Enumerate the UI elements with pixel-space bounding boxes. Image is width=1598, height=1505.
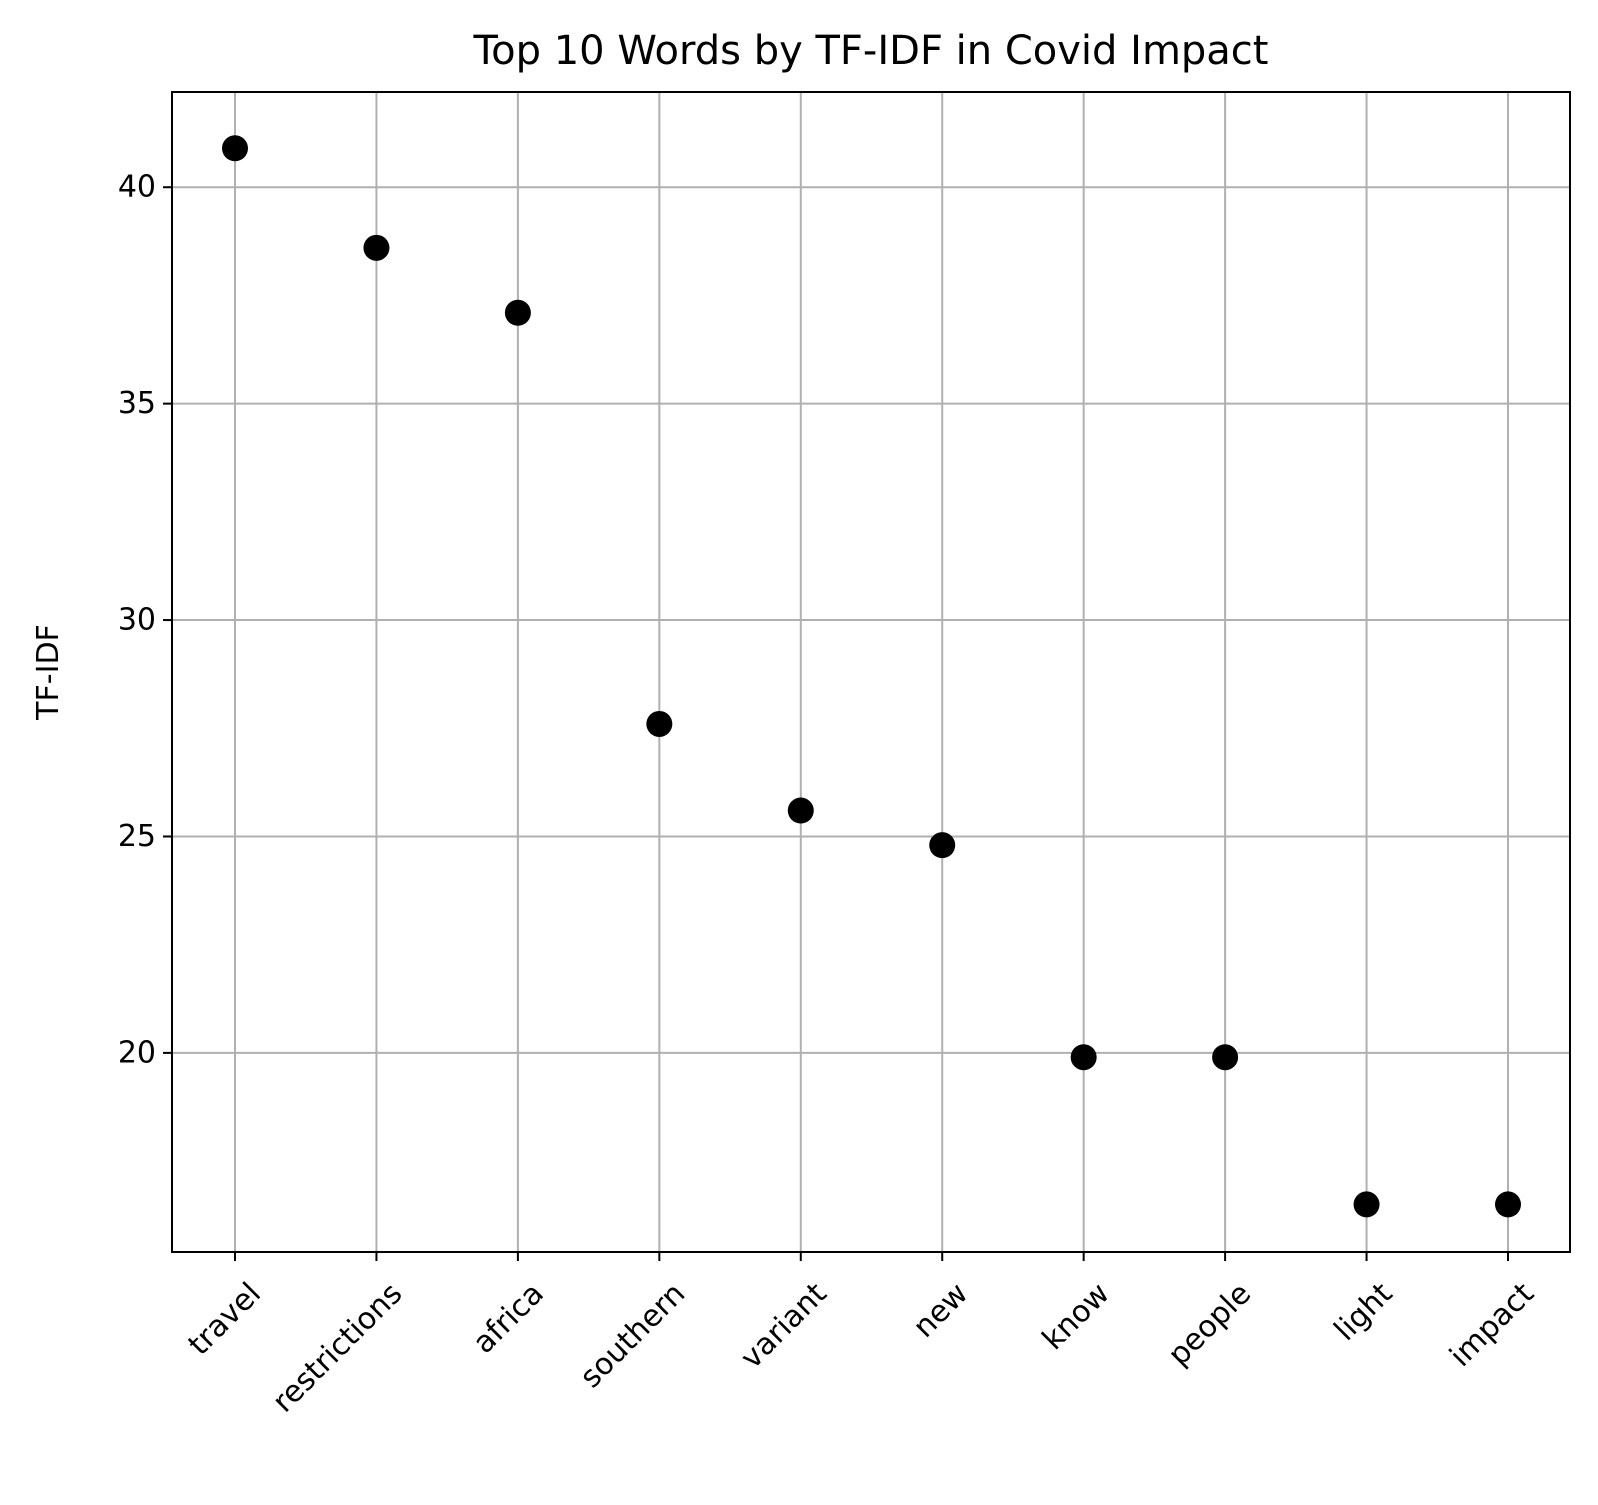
x-tick-label: variant bbox=[734, 1276, 834, 1376]
x-tick-label: new bbox=[907, 1276, 976, 1345]
data-point bbox=[787, 797, 814, 824]
data-point bbox=[222, 135, 248, 162]
x-tick-label: people bbox=[1161, 1276, 1258, 1373]
y-tick-label: 25 bbox=[118, 819, 156, 854]
x-tick-label: know bbox=[1036, 1276, 1117, 1357]
data-point bbox=[504, 299, 531, 326]
data-point bbox=[1495, 1191, 1521, 1218]
y-tick-label: 35 bbox=[118, 386, 156, 421]
data-point bbox=[1353, 1191, 1380, 1218]
chart-title: Top 10 Words by TF-IDF in Covid Impact bbox=[473, 28, 1269, 74]
data-point bbox=[363, 234, 390, 261]
y-tick-label: 30 bbox=[118, 603, 156, 638]
data-point bbox=[1212, 1044, 1239, 1071]
x-tick-label: travel bbox=[182, 1276, 268, 1362]
x-tick-label: impact bbox=[1443, 1276, 1541, 1374]
y-axis-label: TF-IDF bbox=[31, 624, 66, 721]
data-points bbox=[222, 135, 1521, 1218]
data-point bbox=[929, 832, 956, 859]
data-point bbox=[1070, 1044, 1097, 1071]
y-tick-label: 40 bbox=[118, 170, 156, 205]
plot-area-frame bbox=[171, 91, 1571, 1253]
data-point bbox=[646, 710, 673, 737]
x-tick-label: southern bbox=[573, 1276, 692, 1395]
y-tick-label: 20 bbox=[118, 1035, 156, 1070]
x-tick-label: africa bbox=[466, 1276, 550, 1360]
x-tick-label: light bbox=[1328, 1276, 1400, 1348]
x-tick-label: restrictions bbox=[266, 1276, 409, 1419]
grid bbox=[172, 92, 1570, 1252]
